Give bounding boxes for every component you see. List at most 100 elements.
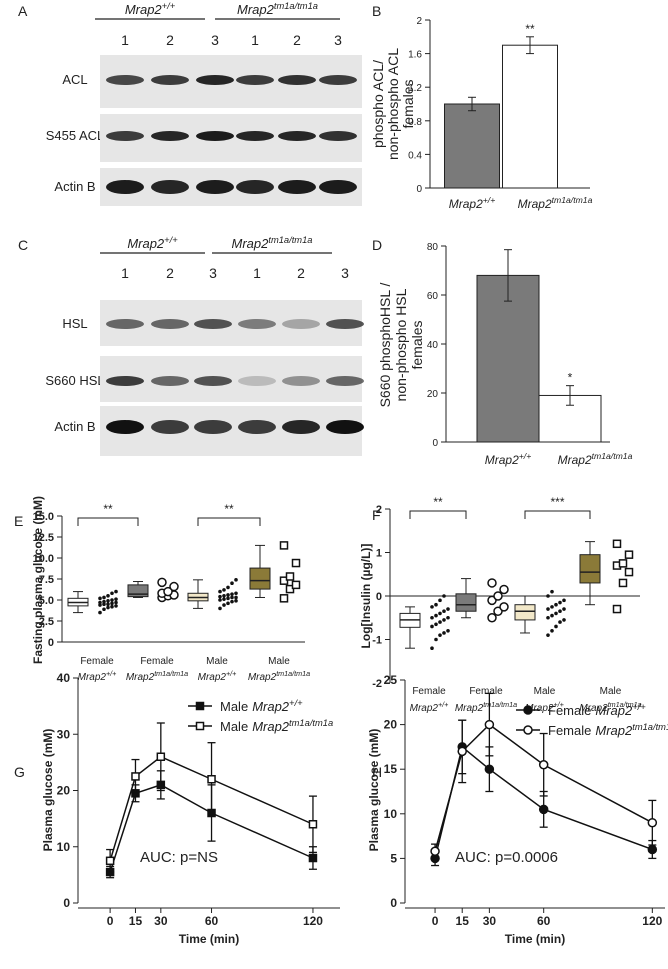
band (106, 180, 144, 194)
point (226, 601, 230, 606)
gene: Mrap2 (237, 2, 275, 17)
genotype: +/+ (162, 1, 176, 11)
marker (279, 541, 289, 550)
marker (157, 577, 167, 588)
x-tick-label: 60 (537, 914, 551, 928)
point (102, 607, 106, 612)
marker (647, 844, 658, 855)
genotype: +/+ (106, 669, 116, 678)
lane-number: 3 (334, 32, 342, 48)
genotype-label: Mrap2tm1a/tm1a (237, 1, 318, 17)
genotype: +/+ (519, 451, 531, 461)
marker (618, 578, 628, 588)
gene: Mrap2 (525, 703, 554, 714)
band (278, 75, 316, 85)
y-tick-label: 10 (57, 840, 71, 854)
band (282, 376, 320, 386)
point (106, 605, 110, 610)
significance: ** (525, 22, 535, 36)
point (110, 604, 114, 609)
gene: Mrap2 (252, 699, 290, 714)
x-tick-label: 120 (642, 914, 662, 928)
point (218, 594, 222, 599)
point (102, 595, 106, 600)
point (218, 589, 222, 594)
point (546, 607, 550, 611)
point (226, 585, 230, 590)
marker (523, 725, 533, 735)
band (106, 131, 144, 141)
gene: Mrap2 (198, 672, 227, 683)
marker (624, 550, 634, 559)
band (151, 420, 189, 434)
marker (523, 705, 533, 715)
genotype-label: Mrap2tm1a/tm1a (248, 669, 310, 683)
genotype: tm1a/tm1a (274, 1, 318, 11)
band (238, 319, 276, 329)
lane-number: 1 (251, 32, 259, 48)
genotype-label: Mrap2+/+ (410, 700, 449, 714)
y-axis-label: Fasting plasma glucose (mM) (31, 496, 45, 664)
marker (105, 856, 115, 866)
y-axis-label: females (400, 79, 416, 128)
point (550, 605, 554, 609)
point (230, 581, 234, 585)
band (319, 131, 357, 141)
y-tick-label: 1.6 (408, 50, 422, 61)
panel-letter: G (14, 764, 25, 780)
panel-letter: H (372, 764, 382, 780)
y-axis-label: S660 phosphoHSL / (377, 282, 393, 407)
genotype-label: Mrap2tm1a/tm1a (558, 451, 633, 467)
point (434, 622, 438, 627)
gene: Mrap2 (558, 453, 592, 467)
marker (499, 602, 509, 612)
x-tick-label: 30 (154, 914, 168, 928)
marker (156, 752, 166, 761)
gene: Mrap2 (252, 719, 290, 734)
genotype-label: Mrap2tm1a/tm1a (231, 235, 312, 251)
label-prefix: Female (548, 703, 591, 718)
band (278, 180, 316, 194)
y-tick-label: 1.2 (408, 83, 422, 94)
point (442, 594, 446, 598)
y-tick-label: 0.8 (408, 117, 422, 128)
y-tick-label: 0 (63, 896, 70, 910)
point (562, 607, 566, 611)
marker (538, 759, 549, 770)
significance-bracket (524, 510, 591, 519)
legend-label: Male Mrap2tm1a/tm1a (220, 718, 333, 734)
y-tick-label: 12.5 (33, 532, 54, 544)
genotype-label: Mrap2+/+ (127, 235, 178, 251)
legend-label: Male Mrap2+/+ (220, 698, 303, 714)
label-prefix: Male (220, 699, 248, 714)
genotype: tm1a/tm1a (608, 700, 642, 709)
y-tick-label: 7.5 (39, 574, 54, 586)
lane-number: 1 (253, 265, 261, 281)
point (546, 594, 550, 598)
marker (457, 746, 467, 757)
y-tick-label: 10.0 (33, 553, 54, 565)
point (434, 602, 438, 607)
significance: * (568, 371, 573, 385)
point (222, 594, 226, 598)
point (562, 618, 566, 622)
category-sex: Female (140, 656, 174, 667)
band (151, 180, 189, 194)
label-prefix: Female (548, 723, 591, 738)
point (114, 600, 118, 605)
point (558, 609, 562, 614)
y-tick-label: 15.0 (33, 511, 54, 523)
y-axis-label: phospho ACL/ (370, 60, 386, 148)
genotype-label: Mrap2+/+ (78, 669, 117, 683)
lane-number: 1 (121, 265, 129, 281)
y-tick-label: 20 (57, 784, 71, 798)
marker (195, 701, 205, 711)
y-tick-label: 40 (427, 340, 439, 351)
genotype-label: Mrap2+/+ (485, 451, 532, 467)
gene: Mrap2 (248, 672, 277, 683)
point (114, 604, 118, 608)
point (106, 599, 110, 603)
genotype-label: Mrap2tm1a/tm1a (518, 195, 593, 211)
y-axis-label: Log[Insulin (µg/L)] (359, 544, 373, 649)
